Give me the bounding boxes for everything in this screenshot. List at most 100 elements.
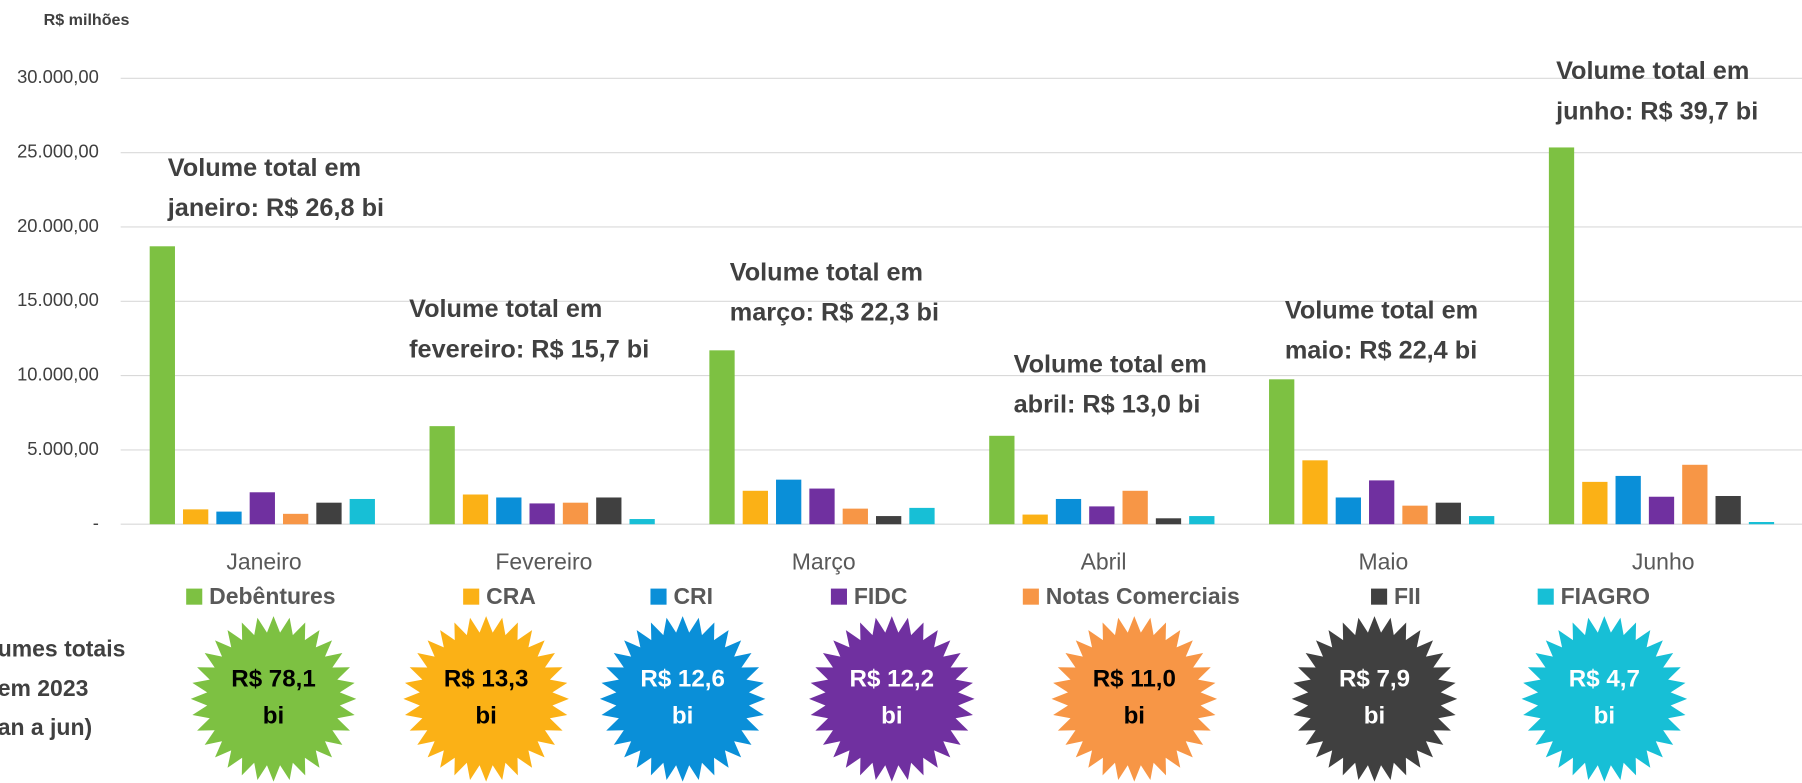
total-label-line: bi [1594,703,1615,730]
total-label: R$ 4,7 bi [1569,666,1640,730]
bar [1369,480,1395,525]
total-label-line: bi [881,703,902,730]
total-label-line: bi [263,703,284,730]
total-label-line: R$ 4,7 [1569,666,1640,693]
legend-swatch [830,588,847,605]
bar [1469,516,1495,525]
annotation: janeiro: R$ 26,8 bi [167,194,384,222]
bar [876,516,902,525]
bar [1302,460,1328,525]
annotation: fevereiro: R$ 15,7 bi [409,335,649,363]
bar [1582,481,1608,525]
bar [529,503,555,525]
starburst [1051,616,1218,782]
total-label-line: R$ 78,1 [231,666,316,693]
bar [1648,496,1675,525]
starburst [190,616,357,782]
starburst [809,616,975,782]
bar [183,509,209,525]
bar [216,511,242,525]
x-tick-label: Maio [1358,548,1408,574]
y-tick-label: - [93,512,99,533]
bar [1682,464,1708,525]
total-label-line: R$ 13,3 [444,666,529,693]
annotation: Volume total em [168,154,361,182]
bar [1189,516,1215,525]
annotation: junho: R$ 39,7 bi [1555,97,1758,125]
bar [1155,518,1182,525]
starburst [1521,616,1688,782]
y-axis-label: R$ milhões [44,11,130,29]
annotation: março: R$ 22,3 bi [730,299,939,327]
bar [1269,379,1295,525]
total-label-line: R$ 12,6 [640,666,724,693]
bar [1615,475,1641,525]
annotation: Volume total em [409,295,602,323]
bar [1089,506,1115,525]
annotation: Volume total em [1556,57,1749,85]
total-label-line: R$ 7,9 [1339,666,1410,693]
bar [809,488,835,525]
bar [282,513,309,525]
legend-label: FIAGRO [1561,583,1650,609]
bar [989,435,1015,525]
y-tick-label: 5.000,00 [27,438,99,459]
x-tick-label: Março [792,548,856,574]
bar [1022,514,1048,525]
legend-swatch [1537,588,1554,605]
x-tick-label: Junho [1632,548,1695,574]
y-tick-label: 20.000,00 [17,215,99,236]
bar [742,490,768,525]
bar [842,508,868,525]
x-tick-label: Fevereiro [495,548,592,574]
y-tick-label: 25.000,00 [17,141,99,162]
bar [629,519,655,525]
bar [1335,497,1361,525]
annotation: maio: R$ 22,4 bi [1285,337,1477,365]
totals-title: em 2023 [0,675,88,701]
bar [709,350,735,525]
bar [149,246,175,525]
total-label-line: R$ 12,2 [850,666,935,693]
bar [1548,147,1575,525]
total-label: R$ 11,0 bi [1093,666,1176,730]
bar [349,498,375,525]
y-tick-label: 15.000,00 [17,289,99,310]
starburst [599,616,766,782]
legend-label: Debêntures [209,583,335,609]
total-label-line: bi [672,703,693,730]
starburst [1291,616,1458,782]
annotation: abril: R$ 13,0 bi [1014,391,1201,419]
bar [596,497,622,525]
legend-label: Notas Comerciais [1046,583,1240,609]
total-label: R$ 7,9 bi [1339,666,1410,730]
legend-label: CRA [486,583,536,609]
total-label-line: bi [475,703,496,730]
bar [1435,502,1461,525]
total-label-line: R$ 11,0 [1093,666,1176,693]
y-tick-label: 30.000,00 [17,66,99,87]
totals-title: an a jun) [0,714,92,740]
legend-label: FII [1394,583,1421,609]
annotation: Volume total em [730,258,923,286]
legend-label: FIDC [854,583,908,609]
legend-label: CRI [673,583,713,609]
bar [462,494,489,525]
annotation: Volume total em [1014,350,1207,378]
bar [1122,490,1148,525]
bar [429,426,455,525]
x-tick-label: Janeiro [226,548,301,574]
bar [1748,522,1775,525]
bar [1402,505,1428,525]
totals-title: umes totais [0,636,125,662]
bar [562,502,589,525]
x-tick-label: Abril [1081,548,1127,574]
y-tick-label: 10.000,00 [17,363,99,384]
legend-swatch [463,588,480,605]
bar [1715,495,1741,525]
bar [909,507,935,525]
bar [316,502,342,525]
total-label: R$ 12,6 bi [640,666,724,730]
legend-swatch [186,588,203,605]
